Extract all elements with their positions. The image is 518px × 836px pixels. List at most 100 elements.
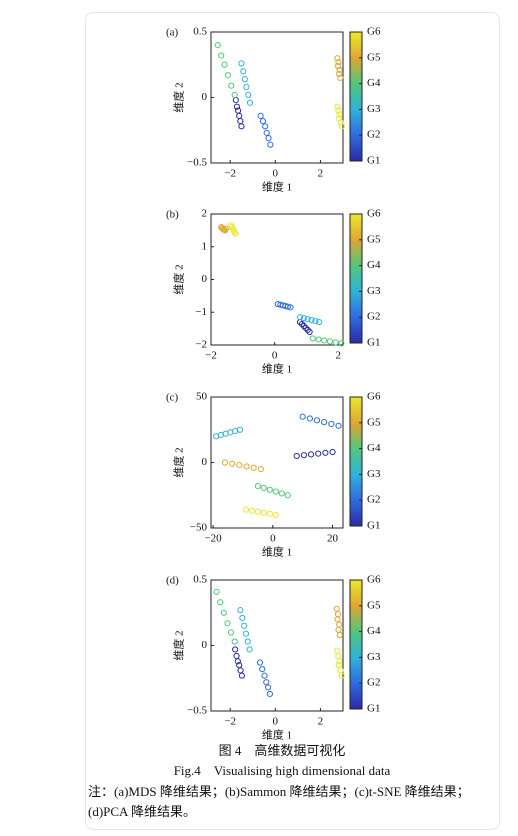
colorbar bbox=[349, 213, 363, 344]
legend-label: G4 bbox=[367, 625, 381, 637]
point bbox=[232, 230, 239, 237]
point bbox=[234, 658, 241, 665]
point bbox=[261, 672, 268, 679]
plot-frame bbox=[210, 579, 344, 712]
x-axis-label: 维度 1 bbox=[262, 362, 292, 376]
point bbox=[248, 507, 256, 514]
y-tick-label: 0.5 bbox=[193, 26, 207, 38]
y-tick-label: 1 bbox=[202, 240, 208, 252]
x-tick-label: −2 bbox=[224, 168, 236, 180]
point bbox=[266, 510, 273, 517]
x-tick-label: 2 bbox=[318, 168, 324, 180]
legend-label: G3 bbox=[367, 103, 381, 115]
point bbox=[315, 450, 322, 457]
point bbox=[315, 336, 322, 343]
point bbox=[336, 631, 343, 639]
point bbox=[243, 83, 250, 91]
caption-note: 注：(a)MDS 降维结果；(b)Sammon 降维结果；(c)t-SNE 降维… bbox=[88, 784, 470, 819]
point bbox=[224, 620, 231, 627]
panel-label: (a) bbox=[166, 27, 179, 39]
point bbox=[304, 326, 311, 334]
point bbox=[237, 607, 244, 614]
point bbox=[336, 111, 343, 118]
point bbox=[224, 72, 232, 79]
panel-label: (c) bbox=[166, 392, 179, 404]
legend-label: G4 bbox=[367, 442, 381, 454]
point bbox=[264, 684, 272, 691]
point bbox=[266, 690, 273, 698]
x-tick-label: 0 bbox=[272, 350, 278, 362]
point bbox=[263, 129, 270, 136]
point bbox=[312, 317, 319, 325]
point bbox=[300, 452, 307, 459]
point bbox=[306, 415, 313, 422]
point bbox=[287, 304, 294, 311]
point bbox=[334, 55, 341, 62]
legend-label: G1 bbox=[367, 703, 380, 715]
point bbox=[263, 679, 270, 686]
point bbox=[259, 117, 266, 125]
point bbox=[309, 335, 316, 342]
legend-label: G2 bbox=[367, 494, 380, 506]
point bbox=[265, 135, 272, 142]
point bbox=[238, 60, 245, 67]
point bbox=[278, 490, 285, 497]
point bbox=[229, 460, 236, 467]
point bbox=[217, 599, 224, 606]
point bbox=[246, 99, 254, 106]
point bbox=[260, 484, 267, 492]
legend-label: G5 bbox=[367, 599, 381, 611]
legend-label: G1 bbox=[367, 520, 380, 532]
point bbox=[321, 337, 328, 344]
point bbox=[262, 123, 269, 130]
point bbox=[284, 303, 292, 310]
y-tick-label: −1 bbox=[195, 306, 207, 318]
point bbox=[246, 646, 253, 653]
point bbox=[244, 638, 251, 645]
point bbox=[250, 464, 257, 471]
point bbox=[254, 508, 261, 515]
colorbar bbox=[349, 31, 363, 162]
point bbox=[302, 324, 309, 332]
x-tick-label: 0 bbox=[270, 533, 276, 545]
y-tick-label: 0 bbox=[202, 273, 208, 285]
point bbox=[232, 646, 239, 653]
legend-label: G5 bbox=[367, 233, 381, 245]
legend-label: G1 bbox=[367, 337, 380, 349]
x-tick-label: 0 bbox=[273, 716, 279, 728]
point bbox=[243, 463, 250, 470]
point bbox=[214, 42, 221, 49]
point bbox=[335, 107, 342, 114]
point bbox=[236, 426, 244, 433]
legend-label: G6 bbox=[367, 391, 381, 403]
point bbox=[304, 316, 311, 323]
point bbox=[241, 622, 248, 629]
point bbox=[259, 665, 266, 673]
point bbox=[242, 506, 250, 513]
x-axis-label: 维度 1 bbox=[262, 545, 292, 559]
point bbox=[293, 452, 300, 460]
x-tick-label: −2 bbox=[205, 350, 217, 362]
legend-label: G1 bbox=[367, 155, 380, 167]
legend-label: G5 bbox=[367, 51, 381, 63]
point bbox=[284, 492, 291, 499]
point bbox=[338, 340, 345, 347]
point bbox=[308, 317, 315, 324]
y-tick-label: 0.5 bbox=[193, 574, 207, 586]
point bbox=[300, 322, 307, 330]
point bbox=[227, 629, 235, 636]
point bbox=[238, 123, 245, 130]
point bbox=[335, 662, 342, 669]
legend-label: G6 bbox=[367, 26, 381, 38]
x-tick-label: 2 bbox=[335, 350, 341, 362]
y-tick-label: 2 bbox=[202, 208, 208, 220]
point bbox=[338, 123, 345, 130]
legend-label: G4 bbox=[367, 259, 381, 271]
point bbox=[240, 68, 247, 75]
panel-label: (d) bbox=[166, 575, 179, 587]
y-axis-label: 维度 2 bbox=[172, 630, 186, 660]
y-tick-label: −2 bbox=[195, 339, 207, 351]
y-tick-label: 0 bbox=[202, 456, 208, 468]
point bbox=[300, 315, 307, 322]
y-tick-label: 0 bbox=[202, 91, 208, 103]
